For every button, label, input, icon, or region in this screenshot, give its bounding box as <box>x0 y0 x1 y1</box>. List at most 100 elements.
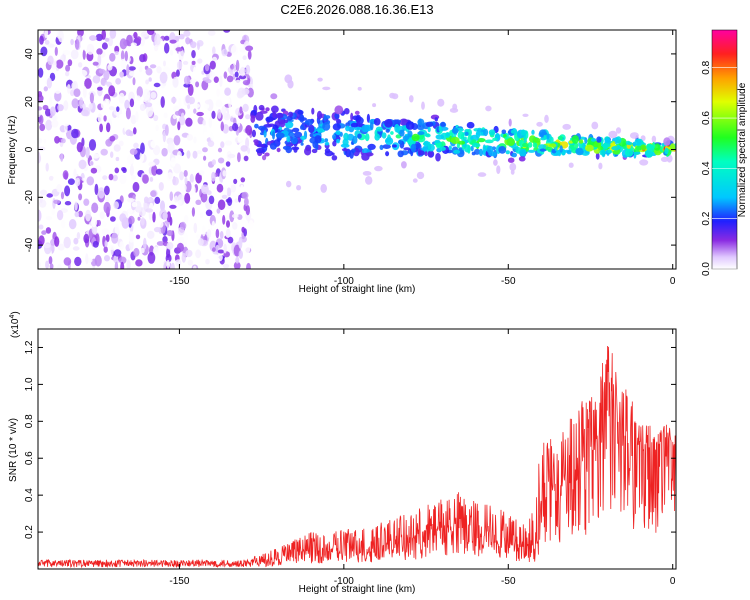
heatmap-cell <box>193 108 197 114</box>
heatmap-cell <box>49 163 57 169</box>
heatmap-cell <box>126 154 135 165</box>
heatmap-cell <box>197 116 204 125</box>
heatmap-cell <box>511 152 517 158</box>
heatmap-cell <box>63 100 69 111</box>
colorbar-label: Normalized spectral amplitude <box>737 82 748 217</box>
heatmap-cell <box>86 43 95 55</box>
heatmap-cell <box>217 109 222 119</box>
heatmap-cell <box>292 127 300 133</box>
heatmap-cell <box>145 67 153 76</box>
heatmap-cell <box>660 156 669 162</box>
colorbar-tick-label: 0.8 <box>701 60 712 74</box>
heatmap-cell <box>146 230 155 239</box>
heatmap-cell <box>183 214 189 224</box>
heatmap-cell <box>293 131 303 138</box>
heatmap-cell <box>245 45 254 52</box>
y-tick-label: 0.4 <box>24 488 35 502</box>
y-tick-label: 0.2 <box>24 525 35 539</box>
heatmap-cell <box>73 88 81 97</box>
heatmap-cell <box>193 103 201 109</box>
heatmap-cell <box>467 145 471 154</box>
heatmap-cell <box>369 121 374 131</box>
heatmap-cell <box>195 172 202 184</box>
heatmap-cell <box>311 107 315 115</box>
heatmap-cell <box>344 108 350 115</box>
heatmap-cell <box>242 80 250 86</box>
heatmap-cell <box>187 259 193 266</box>
heatmap-cell <box>546 133 550 140</box>
heatmap-cell <box>297 110 304 115</box>
heatmap-cell <box>361 148 370 154</box>
heatmap-cell <box>240 145 248 152</box>
heatmap-cell <box>105 196 110 202</box>
heatmap-cell <box>484 139 494 144</box>
heatmap-cell <box>277 112 284 119</box>
heatmap-cell <box>78 193 83 201</box>
heatmap-cell <box>193 136 197 144</box>
heatmap-cell <box>75 177 81 187</box>
heatmap-cell <box>634 138 642 146</box>
heatmap-cell <box>95 33 104 42</box>
heatmap-cell <box>73 168 77 178</box>
heatmap-cell <box>54 87 61 94</box>
heatmap-cell <box>61 219 66 229</box>
heatmap-cell <box>67 178 75 185</box>
heatmap-cell <box>143 196 149 204</box>
heatmap-cell <box>401 161 407 169</box>
heatmap-cell <box>335 130 341 136</box>
heatmap-cell <box>114 223 120 236</box>
heatmap-cell <box>544 114 549 123</box>
heatmap-cell <box>345 125 350 132</box>
heatmap-cell <box>38 261 42 269</box>
heatmap-cell <box>549 136 554 144</box>
heatmap-cell <box>129 148 138 155</box>
heatmap-cell <box>578 139 584 144</box>
heatmap-cell <box>108 85 116 97</box>
heatmap-cell <box>209 60 216 70</box>
heatmap-cell <box>602 142 609 150</box>
heatmap-cell <box>174 195 178 203</box>
heatmap-cell <box>222 214 226 225</box>
heatmap-cell <box>352 115 360 121</box>
heatmap-cell <box>246 262 251 269</box>
spectrogram-y-ticks: -40 -20 0 20 40 <box>24 48 676 252</box>
heatmap-cell <box>129 98 135 108</box>
heatmap-cell <box>90 161 94 166</box>
heatmap-cell <box>172 176 179 186</box>
heatmap-cell <box>161 147 168 157</box>
heatmap-cell <box>78 224 84 231</box>
heatmap-cell <box>58 30 64 43</box>
heatmap-cell <box>140 247 145 254</box>
heatmap-cell <box>176 151 182 160</box>
heatmap-cell <box>135 259 143 267</box>
heatmap-cell <box>163 60 166 67</box>
heatmap-cell <box>418 150 425 156</box>
heatmap-cell <box>320 183 328 193</box>
heatmap-cell <box>324 150 334 157</box>
heatmap-cell <box>331 155 338 161</box>
heatmap-cell <box>598 162 603 170</box>
heatmap-cell <box>461 133 465 142</box>
heatmap-cell <box>244 197 249 207</box>
heatmap-cell <box>169 216 173 226</box>
heatmap-cell <box>103 201 111 214</box>
heatmap-cell <box>125 107 131 120</box>
heatmap-cell <box>362 171 372 176</box>
heatmap-cell <box>145 102 153 108</box>
heatmap-cell <box>262 155 267 161</box>
y-tick-label: 0 <box>24 146 35 152</box>
heatmap-cell <box>485 105 492 112</box>
heatmap-cell <box>191 50 196 59</box>
heatmap-cell <box>216 183 224 193</box>
heatmap-cell <box>38 106 43 111</box>
heatmap-cell <box>224 140 233 146</box>
heatmap-cell <box>341 148 348 152</box>
heatmap-cell <box>446 132 450 137</box>
heatmap-cell <box>90 167 98 174</box>
heatmap-cell <box>169 204 177 209</box>
heatmap-cell <box>223 243 227 254</box>
heatmap-cell <box>241 226 245 233</box>
heatmap-cell <box>118 140 124 147</box>
heatmap-cell <box>196 150 202 155</box>
